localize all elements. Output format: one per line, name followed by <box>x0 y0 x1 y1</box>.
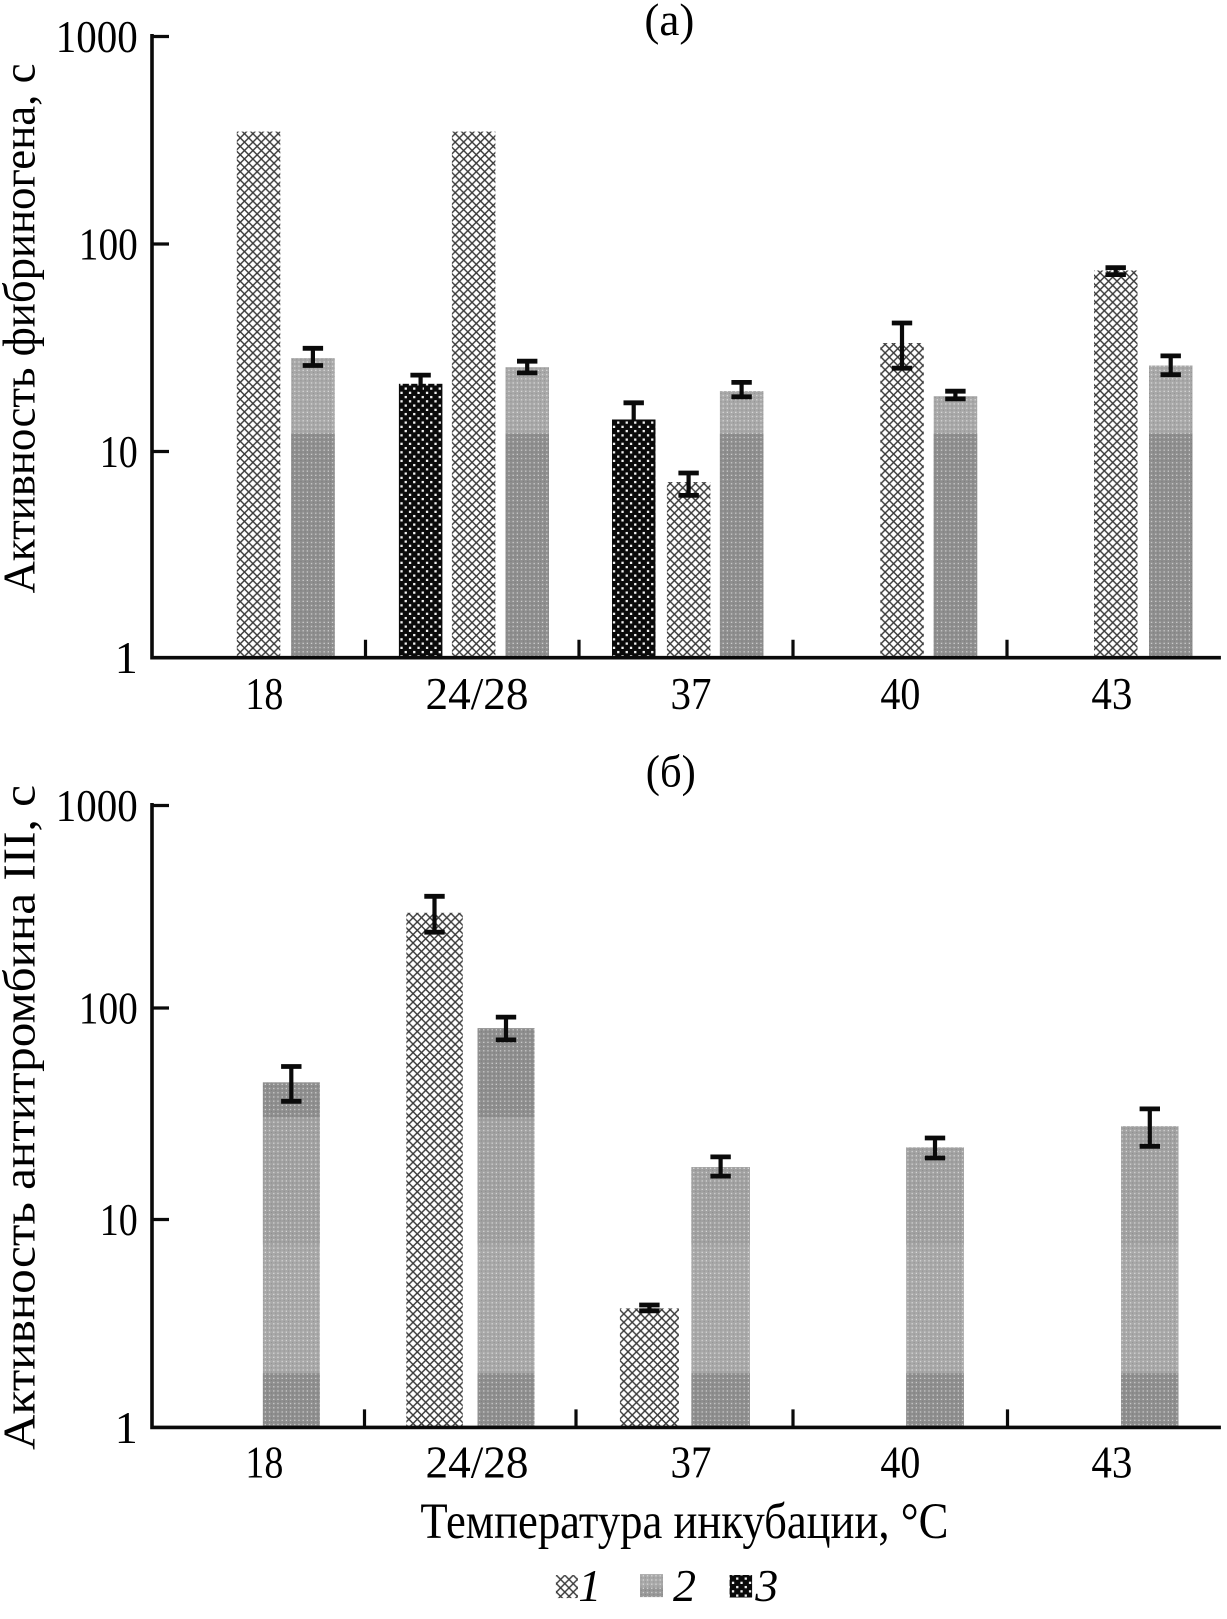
svg-text:2: 2 <box>673 1560 696 1611</box>
svg-text:100: 100 <box>79 219 138 270</box>
svg-text:43: 43 <box>1091 1436 1132 1487</box>
svg-text:43: 43 <box>1091 668 1132 719</box>
svg-text:1: 1 <box>115 632 138 683</box>
svg-text:Температура инкубации, °С: Температура инкубации, °С <box>420 1494 948 1550</box>
svg-text:37: 37 <box>671 668 712 719</box>
svg-text:(б): (б) <box>646 746 696 797</box>
svg-text:(а): (а) <box>644 0 694 45</box>
svg-text:10: 10 <box>100 426 138 477</box>
svg-text:18: 18 <box>245 1436 283 1487</box>
svg-text:40: 40 <box>880 1436 920 1487</box>
svg-text:1: 1 <box>115 1402 138 1453</box>
svg-text:10: 10 <box>100 1194 138 1245</box>
svg-text:37: 37 <box>671 1436 712 1487</box>
svg-text:40: 40 <box>880 668 920 719</box>
svg-text:1: 1 <box>578 1560 601 1611</box>
svg-text:100: 100 <box>79 983 138 1034</box>
svg-text:3: 3 <box>754 1560 778 1611</box>
svg-text:24/28: 24/28 <box>426 668 529 719</box>
svg-text:24/28: 24/28 <box>426 1436 529 1487</box>
svg-text:1000: 1000 <box>56 780 138 831</box>
svg-text:Активность антитромбина III, с: Активность антитромбина III, с <box>0 785 45 1450</box>
svg-text:Активность фибриногена, с: Активность фибриногена, с <box>0 64 45 594</box>
svg-text:18: 18 <box>245 668 283 719</box>
svg-text:1000: 1000 <box>56 11 138 62</box>
